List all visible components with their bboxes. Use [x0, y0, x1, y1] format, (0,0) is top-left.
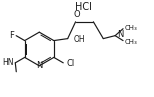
Text: OH: OH — [74, 35, 85, 44]
Text: F: F — [9, 31, 14, 40]
Text: O: O — [73, 10, 80, 19]
Text: HCl: HCl — [75, 2, 92, 12]
Text: HN: HN — [2, 58, 14, 67]
Text: CH₃: CH₃ — [125, 25, 138, 31]
Text: N: N — [117, 30, 124, 39]
Text: CH₃: CH₃ — [125, 39, 138, 45]
Text: N: N — [36, 61, 43, 70]
Text: Cl: Cl — [66, 59, 75, 68]
